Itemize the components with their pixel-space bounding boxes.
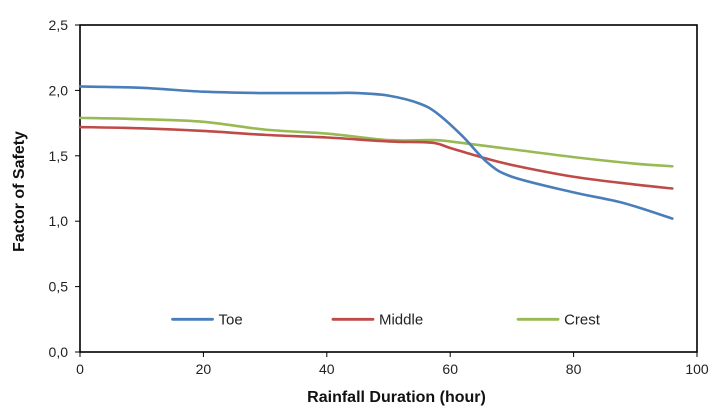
x-tick-label: 20 [196, 361, 212, 377]
x-tick-label: 0 [76, 361, 84, 377]
series-line-crest [78, 116, 674, 168]
y-axis-title: Factor of Safety [11, 131, 28, 252]
y-tick-label: 0,0 [49, 344, 69, 360]
tick-labels: 0,0 0,5 1,0 1,5 2,0 2,5 0 20 40 60 80 100 [49, 17, 709, 377]
y-tick-label: 1,0 [49, 213, 69, 229]
series-line-middle [78, 125, 674, 190]
y-tick-label: 2,5 [49, 17, 69, 33]
x-tick-label: 40 [319, 361, 335, 377]
x-tick-label: 60 [442, 361, 458, 377]
legend: Toe Middle Crest [171, 311, 601, 328]
series-line-toe [78, 85, 674, 220]
x-tick-label: 80 [566, 361, 582, 377]
legend-label-toe: Toe [219, 311, 243, 328]
legend-label-middle: Middle [379, 311, 423, 328]
series-lines [78, 85, 674, 220]
x-tick-label: 100 [685, 361, 709, 377]
x-axis-title: Rainfall Duration (hour) [307, 389, 486, 406]
legend-label-crest: Crest [564, 311, 601, 328]
axis-ticks [75, 24, 698, 357]
plot-frame [79, 24, 698, 353]
y-tick-label: 0,5 [49, 279, 69, 295]
y-tick-label: 1,5 [49, 148, 69, 164]
y-tick-label: 2,0 [49, 82, 69, 98]
